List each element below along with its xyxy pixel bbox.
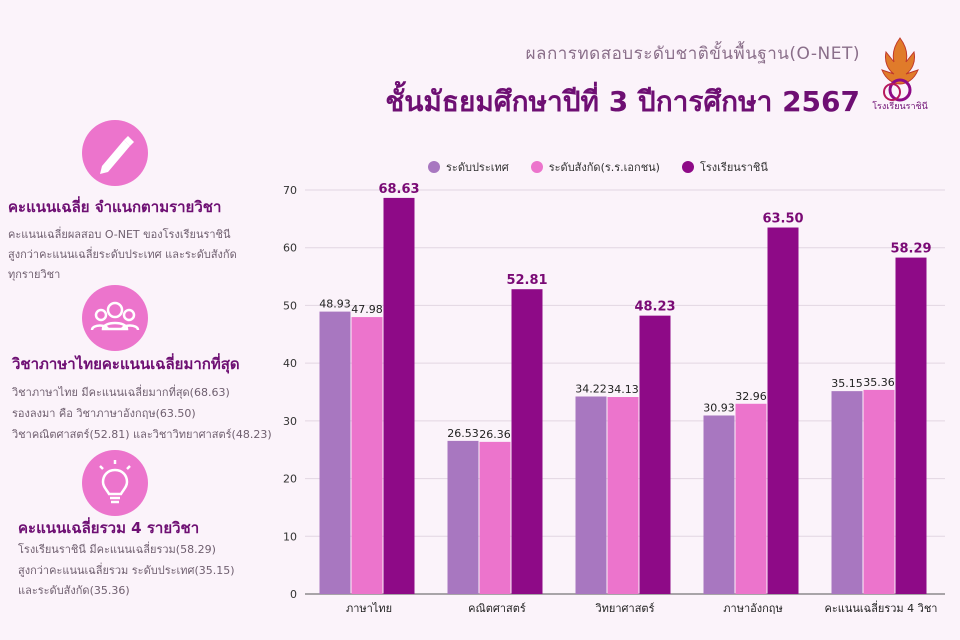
data-label: 35.36 (863, 376, 895, 389)
section-1-line-1: คะแนนเฉลี่ยผลสอบ O-NET ของโรงเรียนราชินี (8, 228, 231, 241)
data-label: 63.50 (762, 212, 803, 227)
y-tick-label: 60 (283, 242, 297, 255)
school-bar (895, 257, 927, 594)
data-label: 34.22 (575, 383, 607, 396)
section-3-heading: คะแนนเฉลี่ยรวม 4 รายวิชา (18, 519, 200, 537)
y-tick-label: 50 (283, 299, 297, 312)
legend-label-affiliation: ระดับสังกัด(ร.ร.เอกชน) (548, 161, 660, 174)
y-tick-label: 0 (290, 588, 297, 601)
section-3-line-3: และระดับสังกัด(35.36) (18, 584, 130, 597)
x-tick-label: วิทยาศาสตร์ (595, 602, 655, 615)
logo-text: โรงเรียนราชินี (872, 101, 928, 112)
affiliation-bar (351, 317, 383, 594)
data-label: 48.93 (319, 298, 351, 311)
data-label: 32.96 (735, 390, 767, 403)
x-tick-label: ภาษาไทย (346, 602, 392, 615)
national-bar (703, 415, 735, 594)
affiliation-bar (735, 403, 767, 594)
legend-item-national: ระดับประเทศ (428, 158, 509, 176)
section-2-line-2: รองลงมา คือ วิชาภาษาอังกฤษ(63.50) (12, 407, 196, 420)
section-1-heading: คะแนนเฉลี่ย จำแนกตามรายวิชา (8, 198, 222, 216)
legend-label-national: ระดับประเทศ (446, 161, 509, 174)
school-bar (767, 227, 799, 594)
data-label: 58.29 (890, 242, 931, 257)
data-label: 30.93 (703, 401, 735, 414)
section-1-line-3: ทุกรายวิชา (8, 268, 61, 281)
legend-label-school: โรงเรียนราชินี (699, 161, 768, 174)
y-tick-label: 70 (283, 184, 297, 197)
legend-swatch-school (681, 161, 694, 173)
x-tick-label: ภาษาอังกฤษ (723, 602, 782, 615)
national-bar (319, 311, 351, 594)
national-bar (447, 440, 479, 594)
y-tick-label: 40 (283, 357, 297, 370)
section-2-line-3: วิชาคณิตศาสตร์(52.81) และวิชาวิทยาศาสตร์… (12, 428, 272, 441)
chart-legend: ระดับประเทศ ระดับสังกัด(ร.ร.เอกชน) โรงเร… (428, 158, 768, 176)
section-3-line-2: สูงกว่าคะแนนเฉลี่ยรวม ระดับประเทศ(35.15) (18, 564, 235, 577)
data-label: 52.81 (506, 273, 547, 288)
section-2-heading: วิชาภาษาไทยคะแนนเฉลี่ยมากที่สุด (12, 355, 240, 373)
national-bar (575, 396, 607, 594)
school-bar (511, 289, 543, 594)
section-3-line-1: โรงเรียนราชินี มีคะแนนเฉลี่ยรวม(58.29) (18, 543, 216, 556)
legend-swatch-affiliation (530, 161, 543, 173)
school-bar (383, 197, 415, 594)
data-label: 68.63 (378, 182, 419, 197)
data-label: 48.23 (634, 300, 675, 315)
affiliation-bar (607, 397, 639, 594)
national-bar (831, 391, 863, 594)
legend-item-school: โรงเรียนราชินี (681, 158, 768, 176)
data-label: 26.53 (447, 427, 479, 440)
y-tick-label: 20 (283, 473, 297, 486)
data-label: 26.36 (479, 428, 511, 441)
group-icon (82, 285, 148, 351)
section-2-line-1: วิชาภาษาไทย มีคะแนนเฉลี่ยมากที่สุด(68.63… (12, 386, 230, 399)
school-bar (639, 315, 671, 594)
legend-swatch-national (428, 161, 440, 173)
data-label: 34.13 (607, 383, 639, 396)
legend-item-affiliation: ระดับสังกัด(ร.ร.เอกชน) (530, 158, 660, 176)
data-label: 47.98 (351, 303, 383, 316)
x-tick-label: คณิตศาสตร์ (468, 602, 526, 615)
x-tick-label: คะแนนเฉลี่ยรวม 4 วิชา (825, 600, 938, 615)
section-1-line-2: สูงกว่าคะแนนเฉลี่ยระดับประเทศ และระดับสั… (8, 248, 237, 261)
page-subtitle: ผลการทดสอบระดับชาติขั้นพื้นฐาน(O-NET) (525, 44, 860, 64)
page-title: ชั้นมัธยมศึกษาปีที่ 3 ปีการศึกษา 2567 (385, 85, 860, 118)
pen-icon (82, 120, 148, 186)
lightbulb-icon (82, 450, 148, 516)
y-tick-label: 10 (283, 530, 297, 543)
affiliation-bar (863, 389, 895, 594)
affiliation-bar (479, 441, 511, 594)
school-logo: โรงเรียนราชินี (872, 37, 928, 112)
data-label: 35.15 (831, 377, 863, 390)
y-tick-label: 30 (283, 415, 297, 428)
